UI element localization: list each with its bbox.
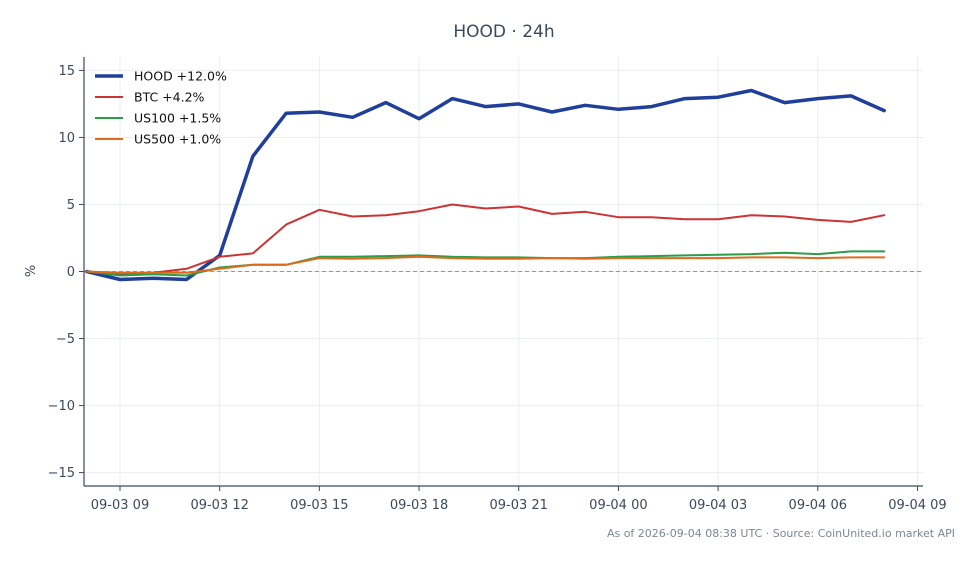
- legend-label: US500 +1.0%: [134, 132, 221, 147]
- y-tick-label: 5: [67, 198, 75, 213]
- legend-label: HOOD +12.0%: [134, 69, 227, 84]
- x-tick-label: 09-03 12: [190, 498, 248, 513]
- y-tick-label: −5: [56, 332, 75, 347]
- series-line: [85, 255, 886, 274]
- x-tick-label: 09-03 09: [91, 498, 149, 513]
- x-tick-label: 09-04 03: [689, 498, 747, 513]
- x-tick-label: 09-04 09: [888, 498, 946, 513]
- chart-title: HOOD · 24h: [453, 22, 554, 42]
- y-tick-label: −10: [48, 399, 75, 414]
- grid: [84, 57, 923, 486]
- x-tick-label: 09-03 18: [390, 498, 448, 513]
- y-tick-label: 0: [67, 265, 75, 280]
- x-tick-label: 09-04 00: [589, 498, 647, 513]
- x-tick-label: 09-03 21: [490, 498, 548, 513]
- x-tick-label: 09-04 06: [789, 498, 847, 513]
- legend-label: BTC +4.2%: [134, 90, 205, 105]
- y-axis-label: %: [24, 265, 39, 277]
- axes: 09-03 09 09-03 12 09-03 15 09-03 18 09-03 21…: [48, 57, 947, 513]
- y-tick-label: −15: [48, 466, 75, 481]
- series-lines: [85, 88, 886, 282]
- series-line: [85, 203, 886, 276]
- x-tick-label: 09-03 15: [290, 498, 348, 513]
- y-tick-label: 10: [58, 131, 75, 146]
- series-line: [85, 88, 886, 282]
- source-footer: As of 2026-09-04 08:38 UTC · Source: Coi…: [607, 527, 955, 540]
- legend: HOOD +12.0% BTC +4.2% US100 +1.5% US500 +1.…: [95, 69, 227, 147]
- series-line: [85, 250, 886, 277]
- y-tick-label: 15: [58, 64, 75, 79]
- legend-label: US100 +1.5%: [134, 111, 221, 126]
